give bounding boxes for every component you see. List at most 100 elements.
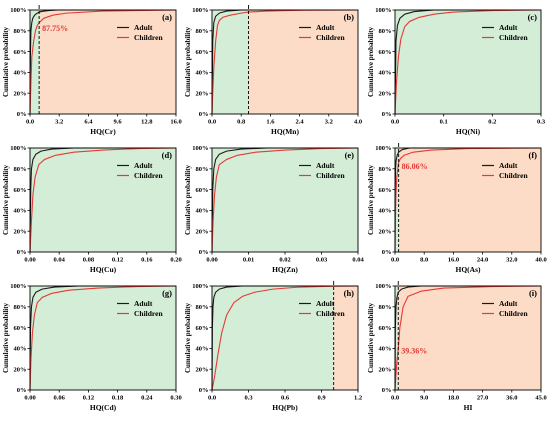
- y-tick-label: 60%: [14, 49, 27, 56]
- y-tick-label: 80%: [379, 166, 392, 173]
- y-tick-label: 80%: [379, 28, 392, 35]
- y-tick-label: 60%: [379, 49, 392, 56]
- plot-frame: [211, 147, 359, 253]
- x-tick-label: 0.0: [208, 119, 216, 126]
- x-tick-label: 0.3: [537, 119, 546, 126]
- x-axis-label: HQ(Ni): [456, 127, 481, 136]
- x-axis-label: HQ(Cu): [90, 265, 117, 274]
- panel-8: 0% 20% 40% 60% 80% 100% 0.0 0.3 0.6 0.9 1.2 (h) Adul…: [184, 281, 362, 412]
- y-tick-label: 40%: [196, 346, 209, 353]
- panel-label: (e): [345, 150, 355, 160]
- x-tick-label: 0.30: [170, 395, 181, 402]
- panel-7: 0% 20% 40% 60% 80% 100% 0.00 0.06 0.12 0.18 0.24 0.…: [2, 283, 182, 412]
- x-tick-label: 0.16: [141, 257, 153, 264]
- y-tick-label: 40%: [196, 208, 209, 215]
- x-tick-label: 0.12: [112, 257, 123, 264]
- y-tick-label: 40%: [14, 70, 27, 77]
- y-tick-label: 20%: [379, 90, 392, 97]
- x-tick-label: 0.3: [244, 395, 253, 402]
- x-tick-label: 0.0: [26, 119, 34, 126]
- x-tick-label: 32.0: [506, 257, 517, 264]
- y-tick-label: 60%: [196, 187, 209, 194]
- panel-4: 0% 20% 40% 60% 80% 100% 0.00 0.04 0.08 0.12 0.16 0.…: [2, 145, 182, 274]
- panel-label: (b): [344, 12, 355, 22]
- x-tick-label: 0.03: [316, 257, 328, 264]
- panel-label: (d): [162, 150, 173, 160]
- risk-region-fill: [398, 148, 541, 252]
- safe-region-fill: [212, 286, 334, 390]
- x-tick-label: 4.0: [354, 119, 362, 126]
- risk-region-fill: [248, 10, 358, 114]
- x-tick-label: 3.2: [325, 119, 333, 126]
- y-tick-label: 60%: [196, 325, 209, 332]
- x-tick-label: 0.24: [141, 395, 153, 402]
- children-series-line: [29, 147, 177, 253]
- y-tick-label: 20%: [196, 366, 209, 373]
- x-tick-label: 8.0: [420, 257, 428, 264]
- panel-label: (c): [528, 12, 538, 22]
- y-tick-label: 0%: [382, 249, 392, 256]
- y-tick-label: 0%: [17, 249, 27, 256]
- y-tick-label: 40%: [379, 208, 392, 215]
- y-tick-label: 80%: [14, 28, 27, 35]
- x-axis-label: HQ(Pb): [272, 403, 298, 412]
- x-tick-label: 0.01: [243, 257, 254, 264]
- plot-frame: [394, 147, 542, 253]
- children-series-line: [394, 285, 542, 391]
- y-tick-label: 100%: [10, 145, 26, 152]
- plot-frame: [394, 285, 542, 391]
- x-tick-label: 18.0: [448, 395, 459, 402]
- x-tick-label: 45.0: [535, 395, 546, 402]
- y-tick-label: 20%: [14, 90, 27, 97]
- legend-children-label: Children: [316, 171, 345, 180]
- y-tick-label: 0%: [17, 111, 27, 118]
- risk-region-fill: [333, 286, 358, 390]
- x-axis-label: HQ(Cd): [90, 403, 117, 412]
- safe-region-fill: [212, 10, 249, 114]
- x-tick-label: 0.00: [24, 257, 35, 264]
- x-tick-label: 0.06: [54, 395, 66, 402]
- y-axis-label: Cumulative probability: [367, 302, 375, 373]
- x-axis-label: HQ(Zn): [272, 265, 298, 274]
- plot-frame: [211, 285, 359, 391]
- legend-children-label: Children: [316, 309, 345, 318]
- legend-adult-label: Adult: [499, 23, 518, 32]
- y-tick-label: 80%: [196, 28, 209, 35]
- y-tick-label: 20%: [196, 90, 209, 97]
- panel-label: (a): [162, 12, 172, 22]
- y-tick-label: 20%: [379, 228, 392, 235]
- y-tick-label: 100%: [375, 7, 391, 14]
- y-axis-label: Cumulative probability: [2, 164, 10, 235]
- panel-label: (f): [529, 150, 538, 160]
- safe-region-fill: [395, 10, 541, 114]
- x-tick-label: 0.1: [440, 119, 448, 126]
- panel-1: 0% 20% 40% 60% 80% 100% 0.0 3.2 6.4 9.6 12.8 16.0 (a…: [2, 5, 182, 136]
- y-axis-label: Cumulative probability: [184, 302, 192, 373]
- y-tick-label: 60%: [14, 187, 27, 194]
- panel-label: (h): [344, 288, 355, 298]
- x-tick-label: 9.0: [420, 395, 428, 402]
- panel-9: 0% 20% 40% 60% 80% 100% 0.0 9.0 18.0 27.0 36.0 45.0…: [367, 281, 547, 412]
- y-tick-label: 20%: [14, 228, 27, 235]
- y-tick-label: 40%: [379, 70, 392, 77]
- x-tick-label: 0.04: [352, 257, 364, 264]
- y-axis-label: Cumulative probability: [184, 164, 192, 235]
- risk-region-fill: [398, 286, 541, 390]
- x-axis-label: HQ(Mn): [271, 127, 299, 136]
- x-tick-label: 0.0: [391, 119, 399, 126]
- safe-region-fill: [395, 286, 399, 390]
- y-tick-label: 0%: [199, 111, 209, 118]
- x-tick-label: 2.4: [296, 119, 305, 126]
- x-tick-label: 0.6: [281, 395, 290, 402]
- y-tick-label: 40%: [196, 70, 209, 77]
- x-tick-label: 1.2: [354, 395, 362, 402]
- y-tick-label: 60%: [379, 187, 392, 194]
- x-tick-label: 0.02: [279, 257, 290, 264]
- x-tick-label: 0.20: [170, 257, 181, 264]
- children-series-line: [394, 147, 542, 253]
- safe-region-fill: [30, 10, 40, 114]
- y-tick-label: 0%: [382, 111, 392, 118]
- x-axis-label: HQ(Cr): [90, 127, 116, 136]
- x-tick-label: 0.18: [112, 395, 124, 402]
- children-series-line: [29, 9, 177, 115]
